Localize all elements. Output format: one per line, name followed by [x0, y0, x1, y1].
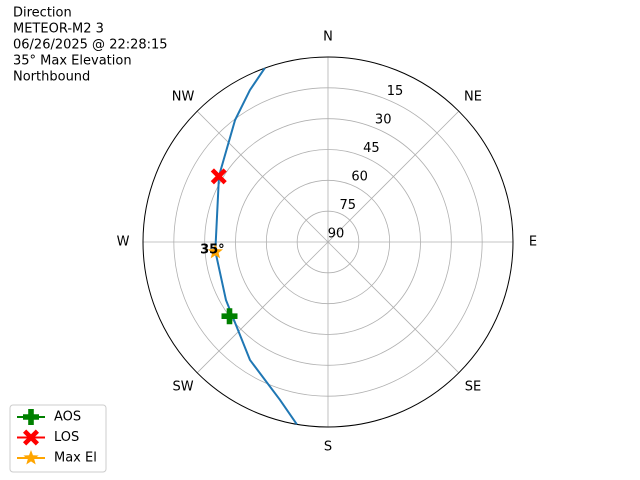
theta-tick-label: N: [323, 30, 333, 45]
marker: [210, 168, 227, 185]
header-line: METEOR-M2 3: [13, 22, 104, 37]
grid-spoke: [196, 241, 329, 374]
legend-marker: [23, 450, 39, 465]
track-line: [214, 67, 298, 425]
r-tick-label: 75: [340, 198, 357, 213]
theta-tick-label: SE: [465, 379, 481, 394]
marker: [221, 308, 238, 325]
legend-marker: [23, 429, 39, 446]
r-tick-label: 15: [387, 84, 404, 99]
theta-tick-label: SW: [172, 379, 193, 394]
r-tick-label: 30: [375, 113, 392, 128]
r-tick-label: 60: [351, 170, 368, 185]
header-line: 35° Max Elevation: [13, 54, 132, 69]
theta-tick-label: NE: [464, 90, 482, 105]
r-tick-label: 45: [363, 141, 380, 156]
r-tick-label: 90: [328, 227, 345, 242]
header-line: Direction: [13, 6, 72, 21]
legend-marker: [23, 409, 39, 425]
grid-spoke: [327, 241, 460, 374]
polar-frame: [142, 56, 514, 428]
legend-label: LOS: [54, 430, 79, 445]
legend-label: Max El: [54, 451, 97, 466]
value-label: 35°: [200, 242, 225, 257]
grid-spoke: [196, 110, 329, 243]
theta-tick-label: E: [529, 235, 537, 250]
theta-tick-label: W: [117, 235, 130, 250]
grid-spoke: [327, 110, 460, 243]
header-line: Northbound: [13, 70, 90, 85]
legend-label: AOS: [54, 410, 81, 425]
marker: [207, 243, 223, 259]
legend-box: [9, 404, 107, 473]
theta-tick-label: NW: [172, 90, 195, 105]
header-line: 06/26/2025 @ 22:28:15: [13, 38, 168, 53]
theta-tick-label: S: [324, 440, 332, 455]
